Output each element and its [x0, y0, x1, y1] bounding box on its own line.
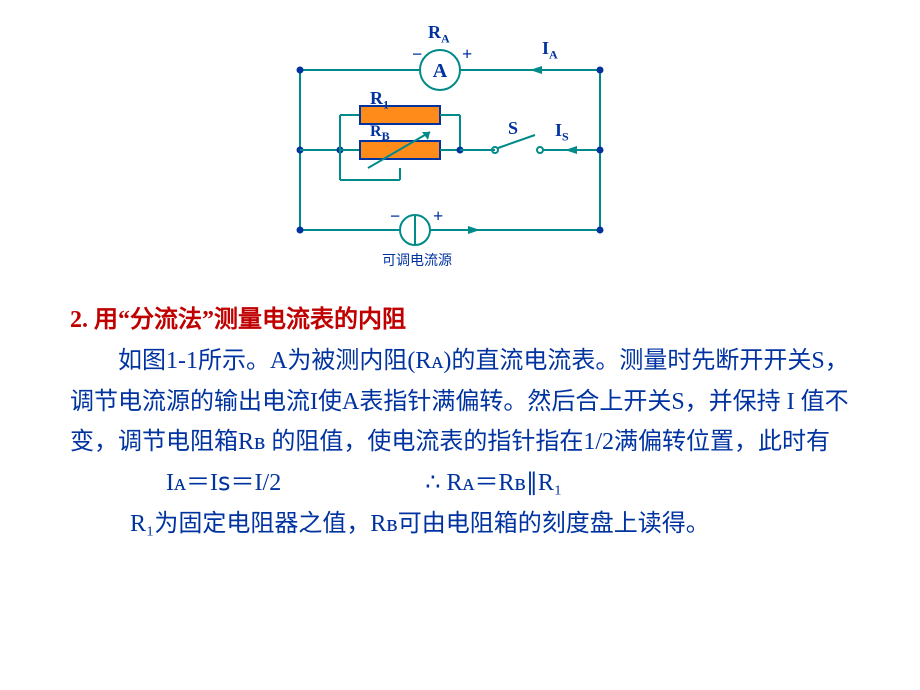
label-source-caption: 可调电流源	[382, 250, 452, 270]
circuit-diagram: A − +	[280, 20, 640, 280]
label-ia: IA	[542, 38, 558, 63]
label-s: S	[508, 118, 518, 139]
content-text: 2. 用“分流法”测量电流表的内阻 如图1-1所示。A为被测内阻(Rᴀ)的直流电…	[70, 300, 860, 545]
label-is: IS	[555, 120, 569, 145]
svg-text:+: +	[462, 44, 472, 64]
label-r1: R1	[370, 88, 389, 113]
paragraph-2: R₁为固定电阻器之值，Rʙ可由电阻箱的刻度盘上读得。	[70, 504, 860, 545]
label-rb: RB	[370, 123, 390, 144]
circuit-svg: A − +	[280, 20, 640, 280]
svg-text:+: +	[433, 206, 443, 226]
label-ra: RA	[428, 22, 450, 47]
ammeter-label: A	[433, 60, 448, 82]
svg-text:−: −	[390, 206, 400, 226]
paragraph-1: 如图1-1所示。A为被测内阻(Rᴀ)的直流电流表。测量时先断开开关S，调节电流源…	[70, 341, 860, 463]
svg-text:−: −	[412, 44, 422, 64]
section-heading: 2. 用“分流法”测量电流表的内阻	[70, 300, 860, 341]
equation-line: Iᴀ＝Iꜱ＝I/2 ∴ Rᴀ＝Rʙ∥R₁	[70, 463, 860, 504]
